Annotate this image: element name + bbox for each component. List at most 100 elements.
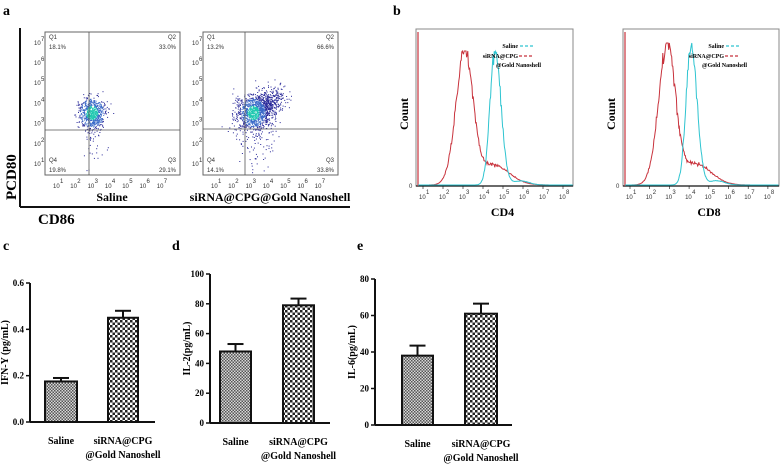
- event-dot: [92, 121, 94, 123]
- event-dot: [248, 111, 250, 113]
- event-dot: [263, 126, 265, 128]
- event-dot: [272, 90, 274, 92]
- event-dot: [94, 111, 96, 113]
- event-dot: [253, 104, 255, 106]
- event-dot: [270, 106, 272, 108]
- event-dot: [90, 105, 92, 107]
- event-dot: [99, 109, 101, 111]
- event-dot: [248, 103, 250, 105]
- event-dot: [96, 103, 98, 105]
- event-dot: [83, 155, 85, 157]
- event-dot: [91, 100, 93, 102]
- event-dot: [78, 112, 79, 113]
- event-dot: [245, 114, 247, 116]
- event-dot: [98, 111, 100, 113]
- event-dot: [87, 94, 89, 96]
- event-dot: [93, 118, 95, 120]
- event-dot: [251, 111, 252, 113]
- event-dot: [89, 107, 91, 109]
- event-dot: [258, 85, 260, 87]
- event-dot: [259, 102, 261, 104]
- event-dot: [242, 145, 244, 147]
- event-dot: [258, 134, 260, 136]
- event-dot: [280, 104, 282, 106]
- event-dot: [274, 106, 275, 108]
- event-dot: [256, 101, 258, 103]
- event-dot: [282, 94, 284, 96]
- event-dot: [276, 95, 278, 97]
- event-dot: [240, 107, 241, 109]
- event-dot: [263, 95, 265, 96]
- event-dot: [247, 110, 249, 112]
- event-dot: [279, 84, 281, 86]
- event-dot: [245, 122, 247, 123]
- event-dot: [259, 107, 261, 108]
- y-tick-label: 0.4: [13, 324, 25, 334]
- event-dot: [237, 104, 239, 106]
- event-dot: [262, 112, 264, 114]
- event-dot: [280, 92, 282, 94]
- event-dot: [86, 117, 88, 119]
- event-dot: [86, 119, 88, 121]
- event-dot: [269, 104, 270, 106]
- event-dot: [248, 124, 250, 126]
- event-dot: [99, 104, 101, 105]
- event-dot: [89, 128, 91, 130]
- event-dot: [91, 118, 93, 120]
- x-tick-label: 10: [246, 184, 253, 190]
- event-dot: [94, 102, 96, 104]
- event-dot: [254, 115, 255, 117]
- event-dot: [79, 104, 81, 106]
- event-dot: [256, 108, 258, 110]
- event-dot: [93, 124, 95, 126]
- event-dot: [276, 90, 278, 92]
- event-dot: [96, 94, 98, 96]
- event-dot: [92, 110, 93, 112]
- event-dot: [256, 111, 258, 113]
- y-tick-label: 10: [34, 61, 41, 67]
- event-dot: [90, 125, 92, 127]
- plot-frame: [622, 28, 780, 187]
- event-dot: [78, 110, 80, 112]
- event-dot: [91, 120, 92, 121]
- event-dot: [270, 108, 272, 109]
- event-dot: [88, 106, 89, 108]
- event-dot: [251, 100, 252, 102]
- event-dot: [279, 97, 280, 99]
- event-dot: [265, 105, 267, 107]
- event-dot: [87, 104, 89, 106]
- plot-title-treated: siRNA@CPG@Gold Nanoshell: [190, 190, 351, 204]
- event-dot: [238, 104, 240, 106]
- event-dot: [81, 121, 83, 123]
- event-dot: [267, 114, 269, 116]
- event-dot: [269, 91, 271, 93]
- event-dot: [239, 109, 241, 111]
- event-dot: [269, 103, 270, 105]
- event-dot: [270, 104, 272, 106]
- event-dot: [273, 87, 275, 89]
- event-dot: [253, 109, 255, 111]
- event-dot: [251, 109, 253, 111]
- event-dot: [267, 107, 269, 109]
- event-dot: [100, 111, 102, 113]
- event-dot: [252, 94, 254, 96]
- event-dot: [81, 106, 83, 108]
- x-tick-label: 10: [70, 184, 77, 190]
- event-dot: [82, 107, 83, 109]
- event-dot: [269, 99, 271, 101]
- event-dot: [95, 122, 97, 124]
- event-dot: [276, 100, 278, 102]
- x-tick-exponent: 7: [322, 179, 326, 185]
- event-dot: [251, 117, 253, 119]
- event-dot: [270, 125, 272, 127]
- event-dot: [84, 112, 86, 114]
- x-tick-label: 10: [419, 195, 426, 201]
- event-dot: [270, 86, 272, 88]
- event-dot: [255, 80, 257, 82]
- event-dot: [263, 114, 265, 116]
- event-dot: [263, 159, 265, 160]
- event-dot: [272, 116, 274, 118]
- event-dot: [264, 111, 266, 113]
- event-dot: [248, 137, 250, 139]
- event-dot: [262, 111, 264, 113]
